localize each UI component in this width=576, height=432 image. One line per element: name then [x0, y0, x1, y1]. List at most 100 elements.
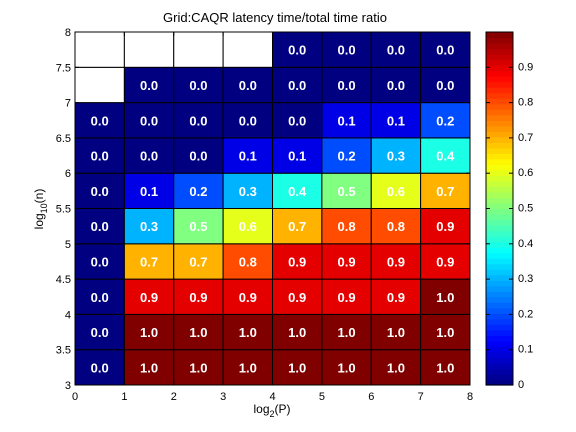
- heatmap-cell: [74, 172, 125, 209]
- heatmap-cell: [74, 31, 125, 68]
- colorbar-swatch: [486, 191, 513, 199]
- heatmap-cell-label: 0.0: [91, 149, 109, 164]
- colorbar-tick-label: 0.4: [518, 238, 533, 250]
- heatmap-cell-label: 0.0: [91, 360, 109, 375]
- heatmap-cell-label: 1.0: [387, 325, 405, 340]
- colorbar-swatch: [486, 37, 513, 44]
- x-tick-label: 2: [171, 391, 177, 403]
- heatmap-cell-label: 0.4: [288, 184, 307, 199]
- heatmap-cell-label: 0.0: [91, 219, 109, 234]
- heatmap-cell-label: 1.0: [436, 290, 454, 305]
- colorbar-swatch: [486, 169, 513, 177]
- x-tick-label: 7: [418, 391, 424, 403]
- colorbar-swatch: [486, 180, 513, 188]
- heatmap-cell-label: 0.1: [387, 113, 405, 128]
- heatmap-cell-label: 0.0: [436, 43, 454, 58]
- heatmap-cell: [272, 313, 323, 351]
- colorbar-swatch: [486, 125, 513, 132]
- colorbar-swatch: [486, 81, 513, 88]
- heatmap-cell: [321, 208, 372, 245]
- x-tick-label: 6: [368, 391, 374, 403]
- y-tick-label: 4.5: [56, 274, 71, 286]
- heatmap-cell-label: 0.0: [387, 43, 405, 58]
- heatmap-cell-label: 0.0: [189, 78, 207, 93]
- colorbar-swatch: [486, 114, 513, 121]
- colorbar-swatch: [486, 285, 513, 292]
- heatmap-cell: [420, 349, 471, 386]
- colorbar-swatch: [486, 219, 513, 226]
- colorbar-swatch: [486, 291, 513, 298]
- colorbar-tick-label: 0.9: [518, 61, 533, 73]
- colorbar-tick-label: 0.3: [518, 273, 533, 285]
- colorbar-swatch: [486, 98, 513, 105]
- heatmap-cell-label: 1.0: [189, 325, 207, 340]
- heatmap-cell: [173, 31, 224, 68]
- colorbar-swatch: [486, 153, 513, 160]
- colorbar-swatch: [486, 357, 513, 364]
- colorbar-swatch: [486, 373, 513, 381]
- heatmap-cell: [222, 313, 273, 351]
- colorbar-swatch: [486, 186, 513, 193]
- heatmap-cell-label: 0.0: [91, 325, 109, 340]
- y-tick-label: 5.5: [56, 204, 71, 216]
- heatmap-cell: [222, 278, 273, 315]
- heatmap-cell: [222, 102, 273, 139]
- y-axis-label: log10(n): [32, 189, 49, 230]
- colorbar-swatch: [486, 247, 513, 254]
- x-axis-ticks: 0 1 2 3 4 5 6 7 8: [72, 32, 473, 403]
- heatmap-cell-label: 0.0: [91, 290, 109, 305]
- heatmap-cell: [272, 66, 323, 104]
- heatmap-cell-label: 0.9: [387, 290, 405, 305]
- heatmap-cell-label: 0.9: [239, 290, 257, 305]
- x-tick-label: 1: [121, 391, 127, 403]
- heatmap-cell: [123, 31, 175, 68]
- heatmap-cell-label: 0.7: [189, 254, 207, 269]
- heatmap-cell-label: 1.0: [436, 325, 454, 340]
- heatmap-cell: [370, 278, 422, 315]
- heatmap-cell: [370, 66, 422, 104]
- colorbar-swatch: [486, 32, 513, 39]
- colorbar-swatch: [486, 346, 513, 353]
- y-tick-label: 3.5: [56, 345, 71, 357]
- heatmap-cell: [173, 66, 224, 104]
- heatmap-cell-label: 0.9: [338, 254, 356, 269]
- heatmap-cell-label: 0.7: [140, 254, 158, 269]
- heatmap-cell: [321, 349, 372, 386]
- heatmap-cell-label: 0.7: [288, 219, 306, 234]
- heatmap-cell: [123, 349, 175, 386]
- heatmap-cell: [370, 172, 422, 209]
- heatmap-cell: [173, 278, 224, 315]
- heatmap-cell-label: 0.9: [288, 290, 306, 305]
- x-tick-label: 3: [220, 391, 226, 403]
- heatmap-cell: [123, 208, 175, 245]
- colorbar-swatch: [486, 87, 513, 94]
- heatmap-cell-label: 0.0: [91, 184, 109, 199]
- heatmap-cell-label: 0.9: [436, 254, 454, 269]
- colorbar-swatch: [486, 368, 513, 375]
- colorbar-swatch: [486, 43, 513, 50]
- heatmap-cell-label: 0.6: [387, 184, 405, 199]
- heatmap-cell-label: 1.0: [288, 325, 306, 340]
- colorbar-swatch: [486, 175, 513, 182]
- colorbar-swatch: [486, 120, 513, 127]
- heatmap-cell-label: 0.0: [288, 43, 306, 58]
- colorbar-swatch: [486, 269, 513, 276]
- heatmap-cell: [173, 102, 224, 139]
- heatmap-cell: [321, 31, 372, 68]
- heatmap-cell-label: 0.5: [338, 184, 356, 199]
- heatmap-cell-label: 0.7: [436, 184, 454, 199]
- colorbar-swatch: [486, 258, 513, 265]
- heatmap-cell-label: 0.0: [239, 78, 257, 93]
- heatmap-cell-label: 1.0: [436, 360, 454, 375]
- heatmap-cell: [420, 313, 471, 351]
- heatmap-cell-label: 0.1: [288, 149, 306, 164]
- heatmap-cell-label: 0.0: [239, 113, 257, 128]
- colorbar-swatch: [486, 136, 513, 143]
- heatmap-cell: [321, 66, 372, 104]
- y-tick-label: 6.5: [56, 133, 71, 145]
- colorbar-swatch: [486, 313, 513, 320]
- y-tick-label: 3: [65, 380, 71, 392]
- colorbar-tick-label: 0: [518, 379, 524, 391]
- y-tick-label: 8: [65, 27, 71, 39]
- heatmap-cell-label: 0.4: [436, 149, 455, 164]
